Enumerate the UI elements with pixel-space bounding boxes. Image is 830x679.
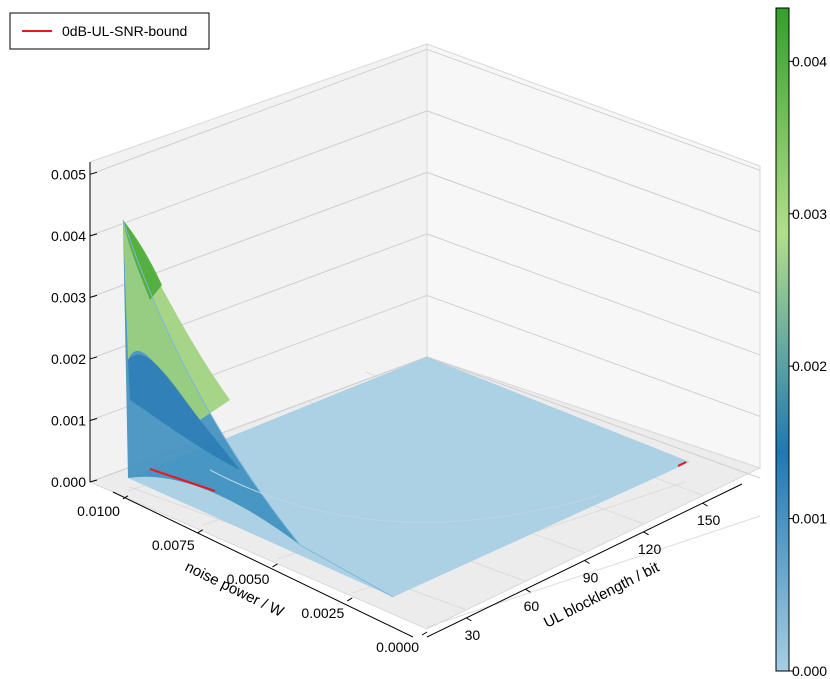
- z-tick-mark: [89, 356, 98, 360]
- surface-edge-curve: [122, 219, 394, 598]
- grid-line: [426, 294, 761, 417]
- y-tick-mark: [421, 631, 428, 636]
- x-tick-label: 150: [697, 512, 721, 528]
- z-ticks: 0.000 0.001 0.002 0.003 0.004 0.005: [51, 166, 98, 490]
- y-ticks: 0.0000 0.0025 0.0050 0.0075 0.0100: [77, 495, 428, 655]
- surface-rise-mid: [128, 354, 240, 470]
- surface-floor-arc: [209, 469, 601, 523]
- z-tick-label: 0.003: [51, 289, 86, 305]
- y-tick-mark: [197, 529, 203, 534]
- legend-label: 0dB-UL-SNR-bound: [62, 23, 187, 39]
- z-tick-label: 0.000: [51, 474, 86, 490]
- colorbar-tick-label: 0.001: [792, 511, 827, 527]
- x-tick-mark: [466, 617, 472, 622]
- x-tick-mark: [525, 588, 531, 593]
- z-tick-label: 0.005: [51, 166, 86, 182]
- y-axis-line: [112, 491, 414, 638]
- z-tick-mark: [89, 479, 98, 483]
- grid-line: [426, 48, 761, 171]
- y-tick-mark: [346, 597, 353, 602]
- bound-line: [149, 468, 216, 492]
- y-tick-mark: [272, 563, 278, 568]
- x-tick-mark: [643, 531, 649, 536]
- colorbar-tick-label: 0.004: [792, 53, 827, 69]
- z-tick-label: 0.001: [51, 412, 86, 428]
- x-tick-label: 30: [465, 627, 481, 643]
- surface-flat: [128, 357, 690, 597]
- x-tick-mark: [584, 560, 590, 564]
- grid-line: [426, 356, 761, 479]
- grid-line: [426, 171, 761, 294]
- x-tick-label: 90: [583, 570, 599, 586]
- grid-line: [426, 110, 761, 233]
- x-tick-label: 60: [524, 598, 540, 614]
- y-tick-label: 0.0025: [301, 605, 344, 621]
- surface-rise-top: [123, 220, 162, 300]
- z-tick-mark: [89, 294, 98, 298]
- x-tick-mark: [702, 502, 708, 507]
- grid-line: [89, 110, 428, 237]
- colorbar-tick-label: 0.000: [792, 663, 827, 679]
- z-tick-label: 0.004: [51, 228, 86, 244]
- grid-line: [426, 515, 761, 628]
- colorbar: [775, 7, 790, 672]
- x-ticks: 30 60 90 120 150: [465, 502, 721, 643]
- x-axis-label: UL blocklength / bit: [541, 558, 663, 631]
- y-tick-label: 0.0050: [227, 571, 270, 587]
- x-tick-label: 120: [638, 541, 662, 557]
- z-tick-mark: [89, 417, 98, 421]
- z-tick-label: 0.002: [51, 351, 86, 367]
- z-tick-mark: [89, 233, 98, 237]
- y-tick-mark: [122, 495, 129, 500]
- y-tick-label: 0.0000: [376, 639, 419, 655]
- y-tick-label: 0.0100: [77, 503, 120, 519]
- legend: 0dB-UL-SNR-bound: [9, 12, 210, 50]
- bound-line-far: [677, 461, 687, 467]
- z-tick-mark: [89, 171, 98, 175]
- surface: [122, 219, 690, 598]
- colorbar-tick-label: 0.003: [792, 206, 827, 222]
- y-axis-label: noise power / W: [182, 558, 287, 621]
- colorbar-tick-label: 0.002: [792, 358, 827, 374]
- grid-line: [89, 48, 428, 175]
- colorbar-ticks: 0.000 0.001 0.002 0.003 0.004: [789, 53, 827, 679]
- y-tick-label: 0.0075: [152, 537, 195, 553]
- grid-line: [426, 233, 761, 356]
